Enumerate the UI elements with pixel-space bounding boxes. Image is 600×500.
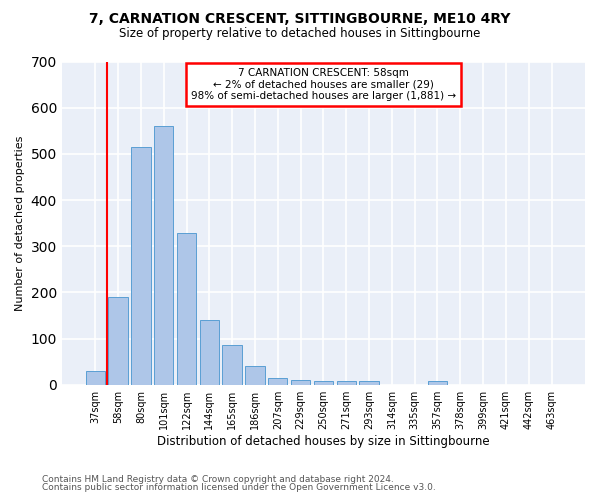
Text: Size of property relative to detached houses in Sittingbourne: Size of property relative to detached ho… xyxy=(119,26,481,40)
Bar xyxy=(154,126,173,384)
Y-axis label: Number of detached properties: Number of detached properties xyxy=(15,136,25,311)
Bar xyxy=(86,371,105,384)
Text: 7 CARNATION CRESCENT: 58sqm
← 2% of detached houses are smaller (29)
98% of semi: 7 CARNATION CRESCENT: 58sqm ← 2% of deta… xyxy=(191,68,456,101)
Text: Contains public sector information licensed under the Open Government Licence v3: Contains public sector information licen… xyxy=(42,483,436,492)
Bar xyxy=(428,381,447,384)
Bar xyxy=(200,320,219,384)
X-axis label: Distribution of detached houses by size in Sittingbourne: Distribution of detached houses by size … xyxy=(157,434,490,448)
Bar xyxy=(223,346,242,385)
Text: Contains HM Land Registry data © Crown copyright and database right 2024.: Contains HM Land Registry data © Crown c… xyxy=(42,475,394,484)
Bar xyxy=(337,380,356,384)
Bar xyxy=(268,378,287,384)
Bar xyxy=(109,297,128,384)
Text: 7, CARNATION CRESCENT, SITTINGBOURNE, ME10 4RY: 7, CARNATION CRESCENT, SITTINGBOURNE, ME… xyxy=(89,12,511,26)
Bar xyxy=(177,234,196,384)
Bar xyxy=(131,147,151,384)
Bar xyxy=(314,380,333,384)
Bar xyxy=(359,380,379,384)
Bar xyxy=(291,380,310,384)
Bar xyxy=(245,366,265,384)
